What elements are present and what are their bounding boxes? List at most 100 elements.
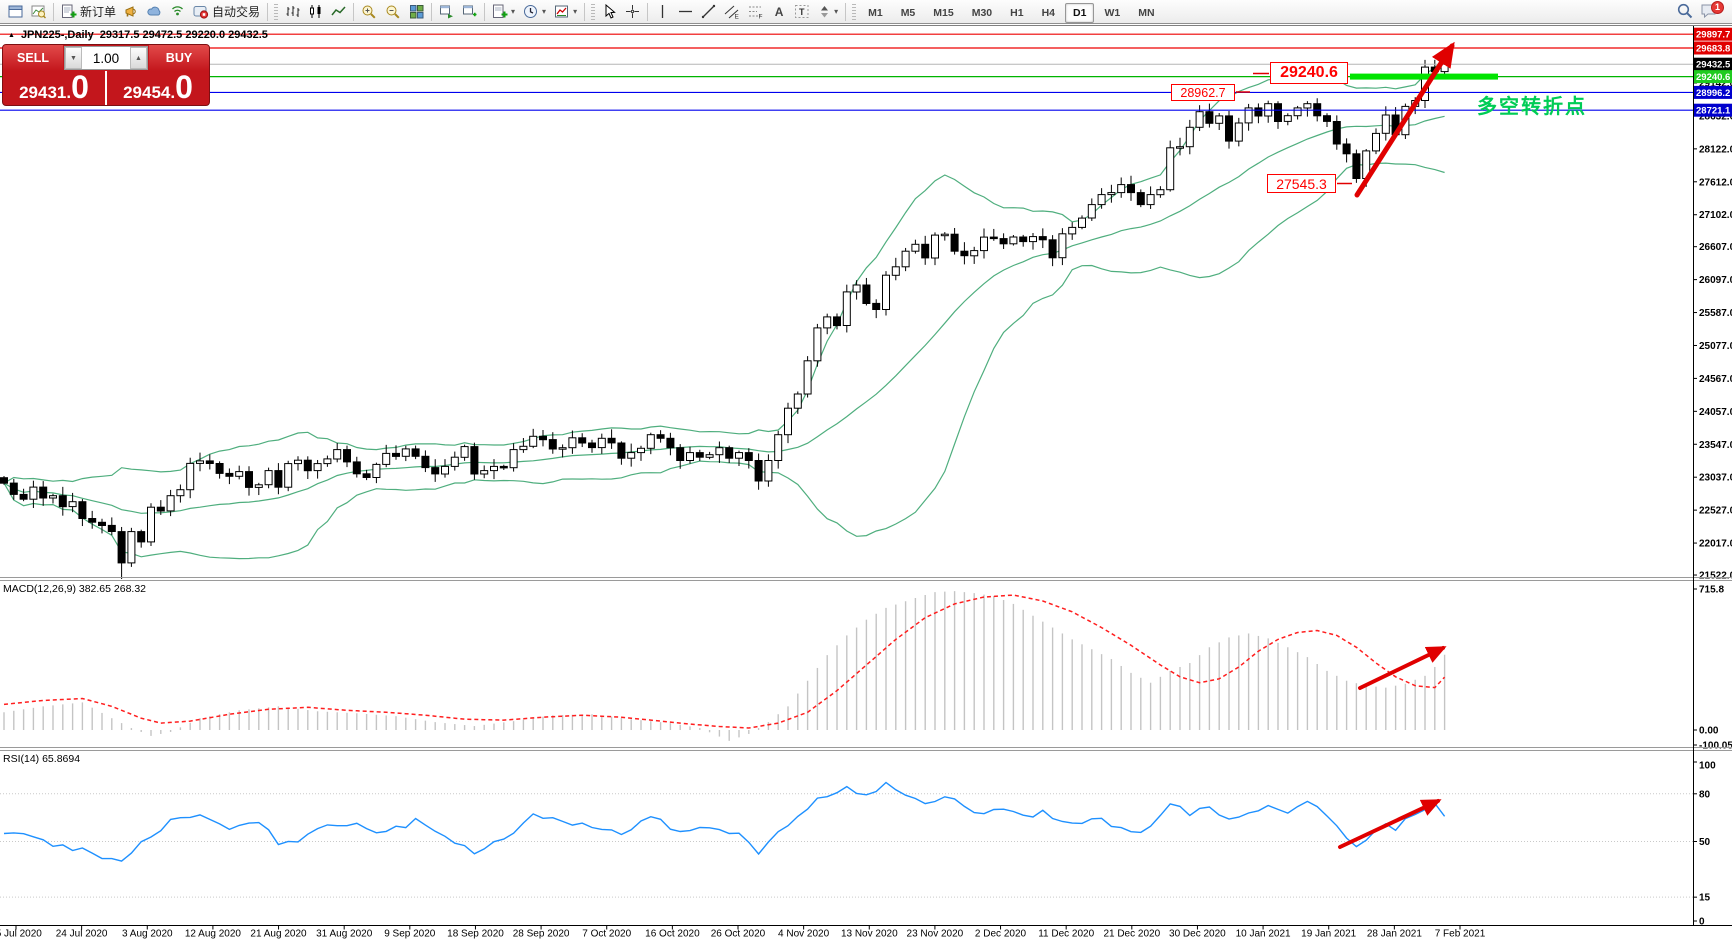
candle — [823, 313, 832, 335]
svg-text:28 Jan 2021: 28 Jan 2021 — [1367, 929, 1422, 940]
candle — [803, 356, 812, 398]
trendline-tool[interactable] — [697, 2, 720, 22]
market-button[interactable] — [120, 2, 143, 22]
candlestick-chart-button[interactable] — [304, 2, 327, 22]
candle — [343, 445, 351, 468]
candle — [705, 451, 714, 460]
chart-shift-button[interactable] — [458, 2, 481, 22]
candle — [1087, 198, 1096, 221]
new-chart-button[interactable] — [4, 2, 27, 22]
volume-increase-button[interactable]: ▲ — [130, 47, 147, 69]
toolbar-grip — [852, 3, 857, 20]
autotrading-button[interactable]: 自动交易 — [189, 2, 264, 22]
candle — [646, 432, 655, 455]
tile-windows-button[interactable] — [405, 2, 428, 22]
svg-text:F: F — [759, 14, 763, 20]
new-order-button[interactable]: 新订单 — [57, 2, 120, 22]
price-annotation-29240[interactable]: 29240.6 — [1270, 62, 1348, 84]
candle — [313, 459, 322, 479]
candle — [1264, 100, 1273, 123]
profiles-button[interactable] — [27, 2, 50, 22]
timeframe-button-M15[interactable]: M15 — [933, 6, 954, 19]
candle — [882, 271, 890, 316]
svg-text:23037.0: 23037.0 — [1699, 473, 1732, 484]
price-annotation-28962[interactable]: 28962.7 — [1171, 84, 1235, 101]
crosshair-tool-button[interactable] — [621, 2, 644, 22]
candle — [166, 489, 175, 517]
horizontal-line-tool[interactable] — [674, 2, 697, 22]
svg-text:50: 50 — [1699, 837, 1711, 848]
sell-button[interactable]: SELL — [3, 45, 63, 71]
bar-chart-button[interactable] — [281, 2, 304, 22]
text-label-tool[interactable]: T — [790, 2, 814, 22]
line-chart-button[interactable] — [327, 2, 350, 22]
candle — [725, 445, 734, 464]
timeframe-button-D1[interactable]: D1 — [1065, 2, 1095, 23]
text-tool[interactable]: A — [768, 2, 790, 22]
auto-arrange-button[interactable] — [435, 2, 458, 22]
timeframe-button-MN[interactable]: MN — [1138, 6, 1155, 19]
chart-title: ▲ JPN225-,Daily 29317.5 29472.5 29220.0 … — [8, 29, 268, 41]
candle — [431, 459, 440, 482]
dropdown-caret: ▾ — [542, 6, 547, 16]
price-annotation-27545[interactable]: 27545.3 — [1267, 174, 1336, 193]
candle — [597, 433, 606, 454]
svg-text:7 Oct 2020: 7 Oct 2020 — [582, 929, 631, 940]
candle — [1303, 101, 1312, 117]
fibonacci-tool[interactable]: F — [744, 2, 768, 22]
candle — [695, 449, 704, 462]
candle — [891, 257, 900, 281]
candle — [666, 432, 675, 456]
toolbar-grip — [274, 3, 279, 20]
buy-button[interactable]: BUY — [149, 45, 209, 71]
candle — [1136, 189, 1145, 208]
vertical-line-tool[interactable] — [651, 2, 674, 22]
timeframe-button-M30[interactable]: M30 — [971, 6, 993, 19]
periods-button[interactable]: ▾ — [519, 2, 550, 22]
candle — [205, 454, 214, 470]
signals-button[interactable] — [166, 2, 189, 22]
chart-marker-icon: ▲ — [8, 31, 15, 39]
candle — [529, 428, 538, 449]
cloud-icon — [147, 6, 161, 16]
templates-button[interactable]: ▾ — [550, 2, 581, 22]
toolbar-separator — [584, 2, 586, 21]
timeframe-button-M1[interactable]: M1 — [868, 6, 883, 19]
volume-decrease-button[interactable]: ▼ — [65, 47, 82, 69]
timeframe-button-M5[interactable]: M5 — [900, 6, 916, 19]
timeframe-button-H4[interactable]: H4 — [1041, 6, 1056, 19]
svg-text:21522.0: 21522.0 — [1699, 571, 1732, 582]
cursor-tool-button[interactable] — [598, 2, 621, 22]
candle — [980, 228, 988, 259]
pane-separators[interactable] — [0, 577, 1732, 751]
svg-text:21 Dec 2020: 21 Dec 2020 — [1103, 929, 1160, 940]
trend-arrows — [1338, 41, 1455, 849]
svg-text:0.00: 0.00 — [1699, 726, 1719, 737]
sell-price[interactable]: 29431. 0 — [19, 69, 89, 105]
new-order-icon — [62, 4, 77, 18]
timeframe-button-H1[interactable]: H1 — [1010, 6, 1024, 19]
candle — [588, 439, 596, 453]
indicators-add-button[interactable]: ▾ — [488, 2, 519, 22]
buy-price[interactable]: 29454. 0 — [105, 71, 209, 105]
notifications-button[interactable]: 1 — [1700, 0, 1724, 21]
thick-green-level[interactable] — [1350, 73, 1498, 80]
tile-windows-icon — [410, 5, 424, 19]
candle — [833, 313, 841, 330]
line-chart-icon — [331, 6, 346, 16]
rsi-scale: 100 80 50 15 0 — [1693, 761, 1716, 928]
svg-text:21 Aug 2020: 21 Aug 2020 — [250, 929, 307, 940]
arrows-tool[interactable]: ▾ — [814, 2, 842, 22]
candle — [852, 280, 861, 300]
svg-text:16 Oct 2020: 16 Oct 2020 — [645, 929, 700, 940]
volume-value[interactable]: 1.00 — [92, 50, 120, 66]
timeframe-button-W1[interactable]: W1 — [1104, 6, 1121, 19]
candle — [441, 459, 449, 478]
search-icon[interactable] — [1677, 3, 1694, 20]
zoom-in-button[interactable] — [357, 2, 381, 22]
equidistant-channel-tool[interactable]: E — [720, 2, 744, 22]
zoom-out-button[interactable] — [381, 2, 405, 22]
community-button[interactable] — [143, 2, 166, 22]
